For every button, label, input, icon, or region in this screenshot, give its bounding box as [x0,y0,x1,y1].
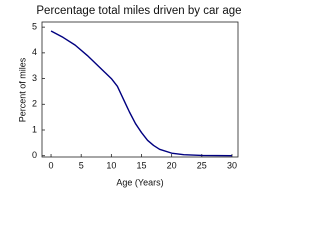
x-tick-label: 30 [227,160,237,170]
chart: Percentage total miles driven by car age… [17,5,241,187]
x-tick-label: 0 [49,160,54,170]
y-tick-label: 2 [32,99,37,109]
y-tick-label: 1 [32,124,37,134]
y-tick-label: 0 [32,150,37,160]
x-tick-label: 5 [79,160,84,170]
x-tick-label: 15 [136,160,146,170]
data-line [50,30,232,157]
plot-frame [41,21,239,158]
x-axis-label: Age (Years) [116,177,163,187]
y-tick-label: 4 [32,47,37,57]
x-tick-label: 10 [106,160,116,170]
x-tick-label: 20 [167,160,177,170]
y-tick-label: 3 [32,73,37,83]
y-tick-label: 5 [32,22,37,32]
x-tick-label: 25 [197,160,207,170]
chart-title: Percentage total miles driven by car age [36,5,241,17]
y-axis-label: Percent of miles [17,57,27,122]
